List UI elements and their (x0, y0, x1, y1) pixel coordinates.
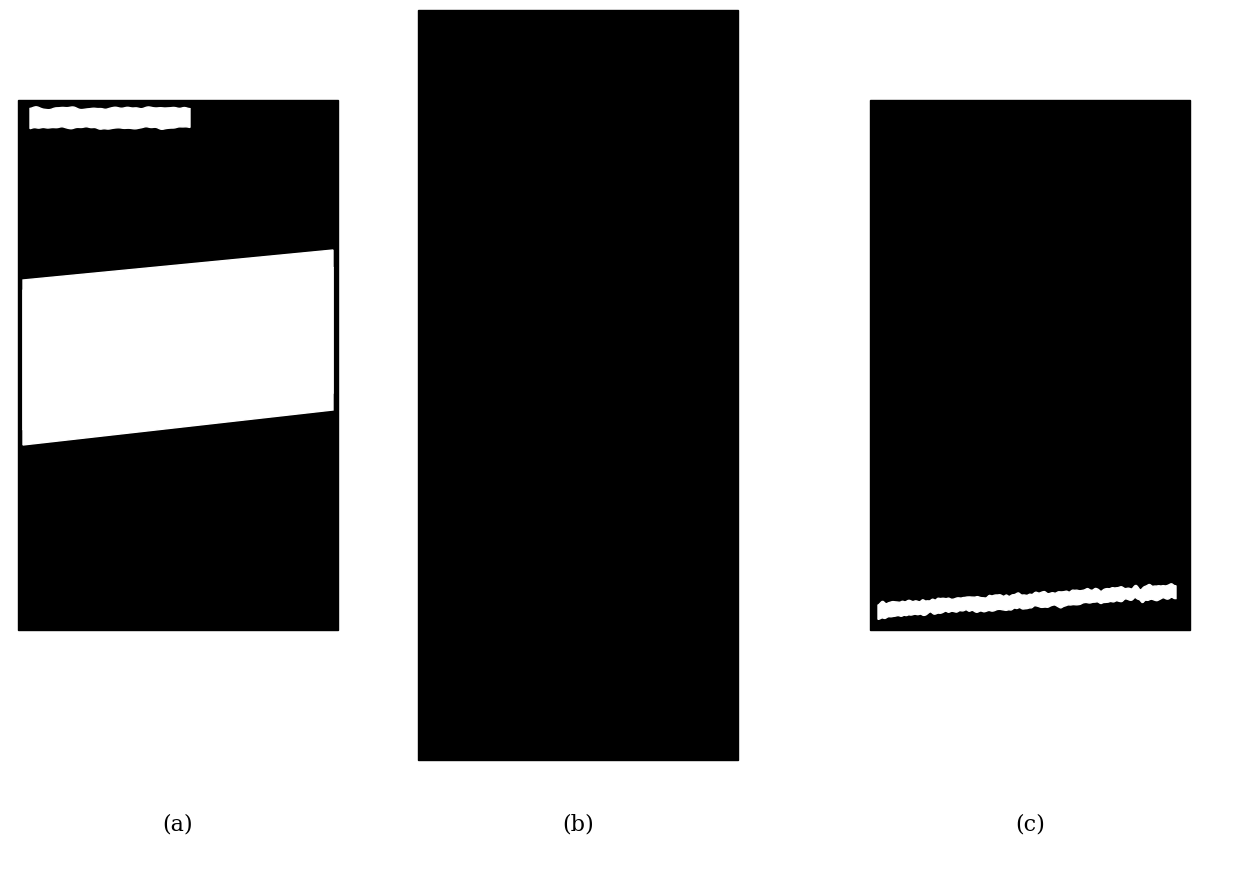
Polygon shape (878, 584, 1176, 619)
Bar (870, 100, 1190, 630)
Polygon shape (24, 261, 334, 434)
Bar (19, 100, 339, 630)
Polygon shape (24, 250, 334, 445)
Bar (418, 10, 738, 760)
Polygon shape (30, 107, 190, 129)
Text: (a): (a) (162, 814, 193, 836)
Text: (c): (c) (1016, 814, 1045, 836)
Text: (b): (b) (562, 814, 594, 836)
